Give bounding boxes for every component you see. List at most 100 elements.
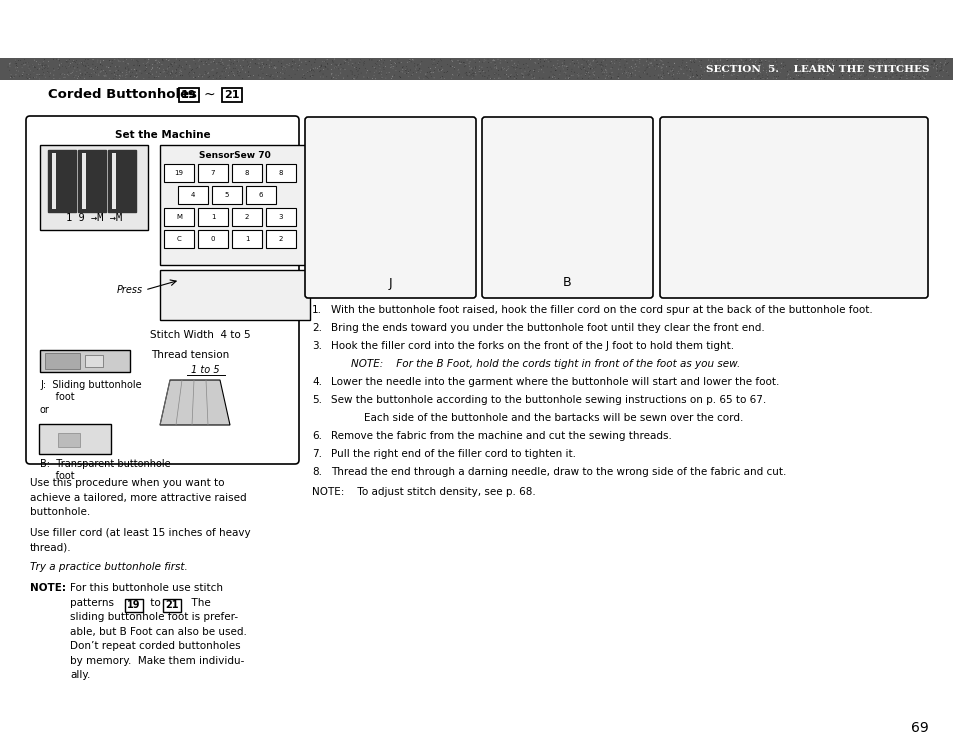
Point bbox=[509, 60, 524, 72]
Point bbox=[474, 62, 489, 74]
Point bbox=[497, 55, 513, 67]
Point bbox=[821, 68, 836, 80]
Point bbox=[788, 68, 803, 80]
Point bbox=[143, 68, 158, 80]
Point bbox=[398, 61, 414, 73]
Point bbox=[506, 70, 521, 82]
Point bbox=[344, 68, 359, 80]
Point bbox=[151, 70, 166, 82]
Text: 5: 5 bbox=[225, 192, 229, 198]
Point bbox=[242, 70, 257, 82]
Point bbox=[563, 70, 578, 82]
Point bbox=[59, 62, 74, 74]
Point bbox=[115, 56, 131, 68]
Point bbox=[305, 62, 320, 74]
Point bbox=[509, 70, 524, 82]
Text: Corded Buttonholes: Corded Buttonholes bbox=[48, 88, 196, 101]
Point bbox=[558, 72, 573, 84]
Point bbox=[500, 62, 516, 74]
Point bbox=[498, 64, 514, 76]
Point bbox=[898, 70, 913, 82]
Point bbox=[575, 53, 590, 65]
Point bbox=[507, 63, 522, 75]
Point bbox=[661, 69, 677, 81]
Point bbox=[162, 54, 177, 66]
Point bbox=[700, 65, 716, 77]
Point bbox=[41, 66, 56, 78]
Point bbox=[598, 64, 613, 76]
Point bbox=[928, 70, 943, 82]
Point bbox=[578, 68, 593, 80]
Point bbox=[627, 57, 642, 69]
Point bbox=[331, 59, 346, 71]
Point bbox=[274, 61, 289, 73]
Point bbox=[814, 68, 829, 80]
Point bbox=[586, 70, 601, 82]
Point bbox=[601, 69, 617, 81]
Point bbox=[931, 65, 946, 77]
Point bbox=[94, 60, 110, 72]
Point bbox=[544, 70, 559, 82]
Point bbox=[65, 67, 80, 79]
Point bbox=[54, 58, 70, 70]
Point bbox=[315, 71, 331, 83]
Point bbox=[134, 68, 150, 80]
Point bbox=[161, 61, 176, 73]
Point bbox=[769, 66, 784, 78]
Point bbox=[226, 58, 241, 70]
Point bbox=[831, 63, 846, 75]
Point bbox=[748, 55, 763, 67]
Point bbox=[317, 61, 333, 73]
Point bbox=[548, 72, 563, 84]
Point bbox=[781, 66, 796, 78]
Point bbox=[504, 60, 519, 72]
Point bbox=[439, 65, 455, 77]
Point bbox=[837, 60, 852, 72]
Point bbox=[912, 62, 927, 74]
Text: achieve a tailored, more attractive raised: achieve a tailored, more attractive rais… bbox=[30, 493, 247, 502]
Point bbox=[2, 64, 17, 76]
Point bbox=[654, 58, 669, 70]
Point bbox=[145, 58, 160, 70]
Point bbox=[542, 56, 558, 68]
Point bbox=[486, 73, 501, 85]
Point bbox=[364, 54, 379, 66]
Point bbox=[820, 70, 835, 82]
Point bbox=[589, 72, 604, 84]
Point bbox=[46, 53, 61, 65]
Point bbox=[617, 59, 632, 71]
Point bbox=[66, 65, 81, 77]
Point bbox=[593, 58, 608, 70]
Point bbox=[372, 62, 387, 74]
Point bbox=[612, 56, 627, 68]
Point bbox=[741, 62, 757, 74]
Point bbox=[21, 63, 36, 75]
Point bbox=[411, 71, 426, 83]
Point bbox=[499, 56, 515, 68]
Text: Try a practice buttonhole first.: Try a practice buttonhole first. bbox=[30, 562, 188, 572]
Point bbox=[253, 63, 269, 75]
Point bbox=[651, 69, 666, 81]
Point bbox=[715, 68, 730, 80]
Point bbox=[680, 63, 696, 75]
Point bbox=[186, 54, 201, 66]
Point bbox=[349, 64, 364, 76]
Point bbox=[205, 64, 220, 76]
Point bbox=[928, 59, 943, 71]
Point bbox=[816, 54, 831, 66]
Point bbox=[639, 68, 654, 80]
Point bbox=[54, 68, 70, 80]
Point bbox=[377, 61, 393, 73]
Point bbox=[230, 56, 245, 68]
Point bbox=[594, 61, 609, 73]
Point bbox=[239, 56, 254, 68]
Point bbox=[240, 66, 255, 78]
Point bbox=[254, 64, 270, 76]
Point bbox=[752, 58, 767, 70]
Point bbox=[791, 59, 806, 71]
Point bbox=[517, 65, 532, 77]
Point bbox=[456, 57, 472, 69]
Bar bbox=[48, 150, 76, 212]
Point bbox=[217, 62, 233, 74]
Point bbox=[103, 56, 118, 68]
